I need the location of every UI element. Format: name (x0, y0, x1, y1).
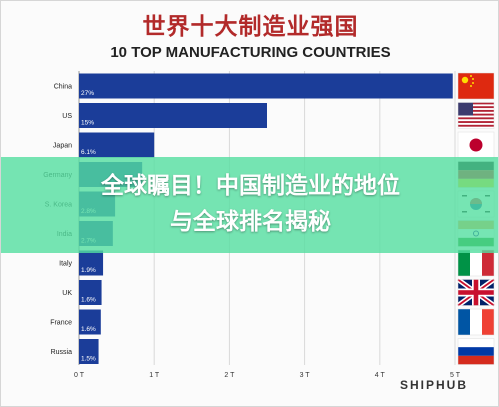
italy-flag-icon (457, 249, 495, 277)
data-label: 6.1% (81, 149, 96, 156)
brand-logo: SHIPHUB (399, 378, 468, 392)
category-label: Italy (59, 261, 72, 268)
data-label: 1.5% (81, 356, 96, 363)
data-label: 15% (81, 120, 94, 127)
category-label: Russia (51, 349, 73, 356)
data-label: 1.9% (81, 267, 96, 274)
x-tick-label: 2 T (224, 372, 235, 379)
category-label: UK (62, 290, 72, 297)
bar (79, 103, 267, 128)
japan-flag-icon (457, 131, 495, 159)
x-tick-label: 1 T (149, 372, 160, 379)
headline-overlay: 全球瞩目！中国制造业的地位 与全球排名揭秘 (1, 157, 498, 253)
chart-title: 10 TOP MANUFACTURING COUNTRIES (110, 44, 391, 61)
data-label: 27% (81, 90, 94, 97)
bar (79, 309, 101, 335)
x-tick-label: 5 T (450, 372, 461, 379)
bar (79, 280, 102, 305)
bar (79, 132, 155, 158)
data-label: 1.6% (81, 297, 96, 304)
bar (79, 250, 104, 276)
russia-flag-icon (457, 338, 495, 365)
x-tick-label: 3 T (300, 372, 311, 379)
bar (79, 73, 453, 99)
category-label: Japan (53, 143, 72, 150)
headline-line-2: 与全球排名揭秘 (170, 209, 331, 235)
china-flag-icon (457, 72, 495, 100)
x-tick-label: 0 T (74, 372, 85, 379)
category-label: China (54, 84, 72, 91)
headline-line-1: 全球瞩目！中国制造业的地位 (101, 173, 400, 199)
uk-flag-icon (456, 277, 496, 308)
category-label: US (62, 113, 72, 120)
chinese-title: 世界十大制造业强国 (142, 14, 359, 40)
data-label: 1.6% (81, 326, 96, 333)
france-flag-icon (457, 308, 495, 336)
category-label: France (50, 320, 72, 327)
x-tick-label: 4 T (375, 372, 386, 379)
us-flag-icon (457, 102, 495, 129)
bar (79, 339, 99, 364)
